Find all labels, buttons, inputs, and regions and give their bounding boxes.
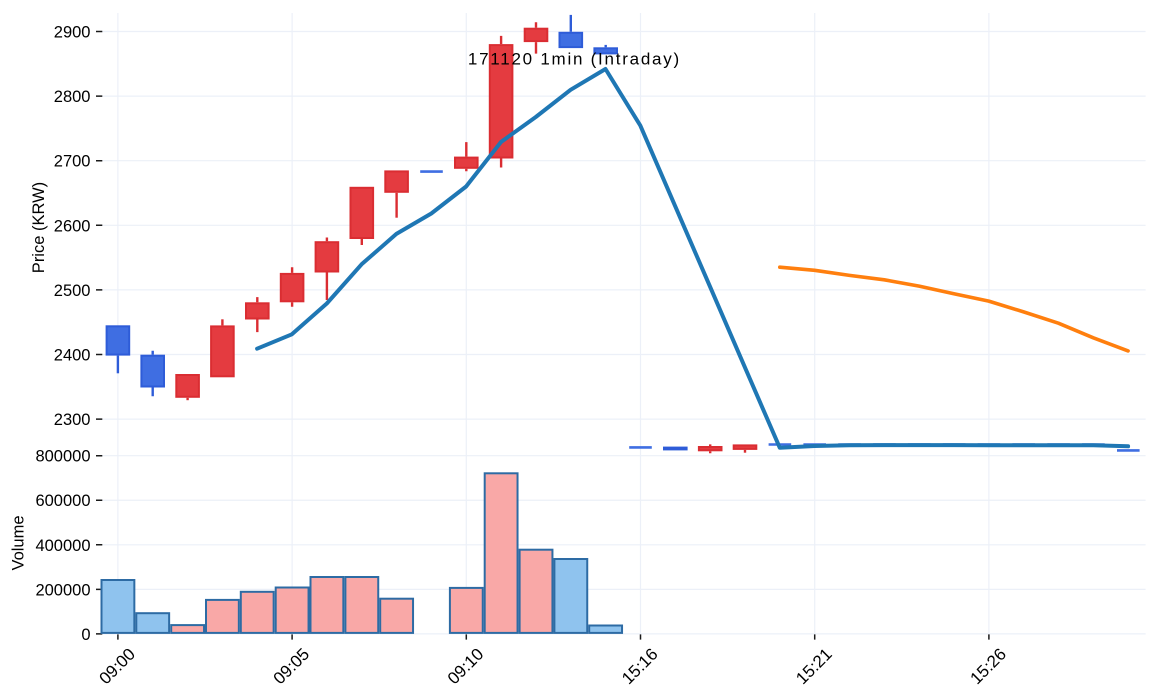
svg-text:171120 1min (Intraday): 171120 1min (Intraday) (468, 50, 681, 69)
svg-text:2700: 2700 (54, 153, 91, 171)
svg-text:Price (KRW): Price (KRW) (30, 182, 48, 273)
svg-text:2800: 2800 (54, 88, 91, 106)
svg-text:0: 0 (81, 626, 90, 644)
svg-text:2400: 2400 (54, 347, 91, 365)
svg-text:2300: 2300 (54, 411, 91, 429)
svg-text:Volume: Volume (10, 515, 28, 570)
svg-text:200000: 200000 (35, 581, 90, 599)
svg-text:800000: 800000 (35, 448, 90, 466)
svg-text:2900: 2900 (54, 24, 91, 42)
svg-text:2600: 2600 (54, 217, 91, 235)
svg-text:2500: 2500 (54, 282, 91, 300)
svg-text:400000: 400000 (35, 537, 90, 555)
svg-text:600000: 600000 (35, 492, 90, 510)
